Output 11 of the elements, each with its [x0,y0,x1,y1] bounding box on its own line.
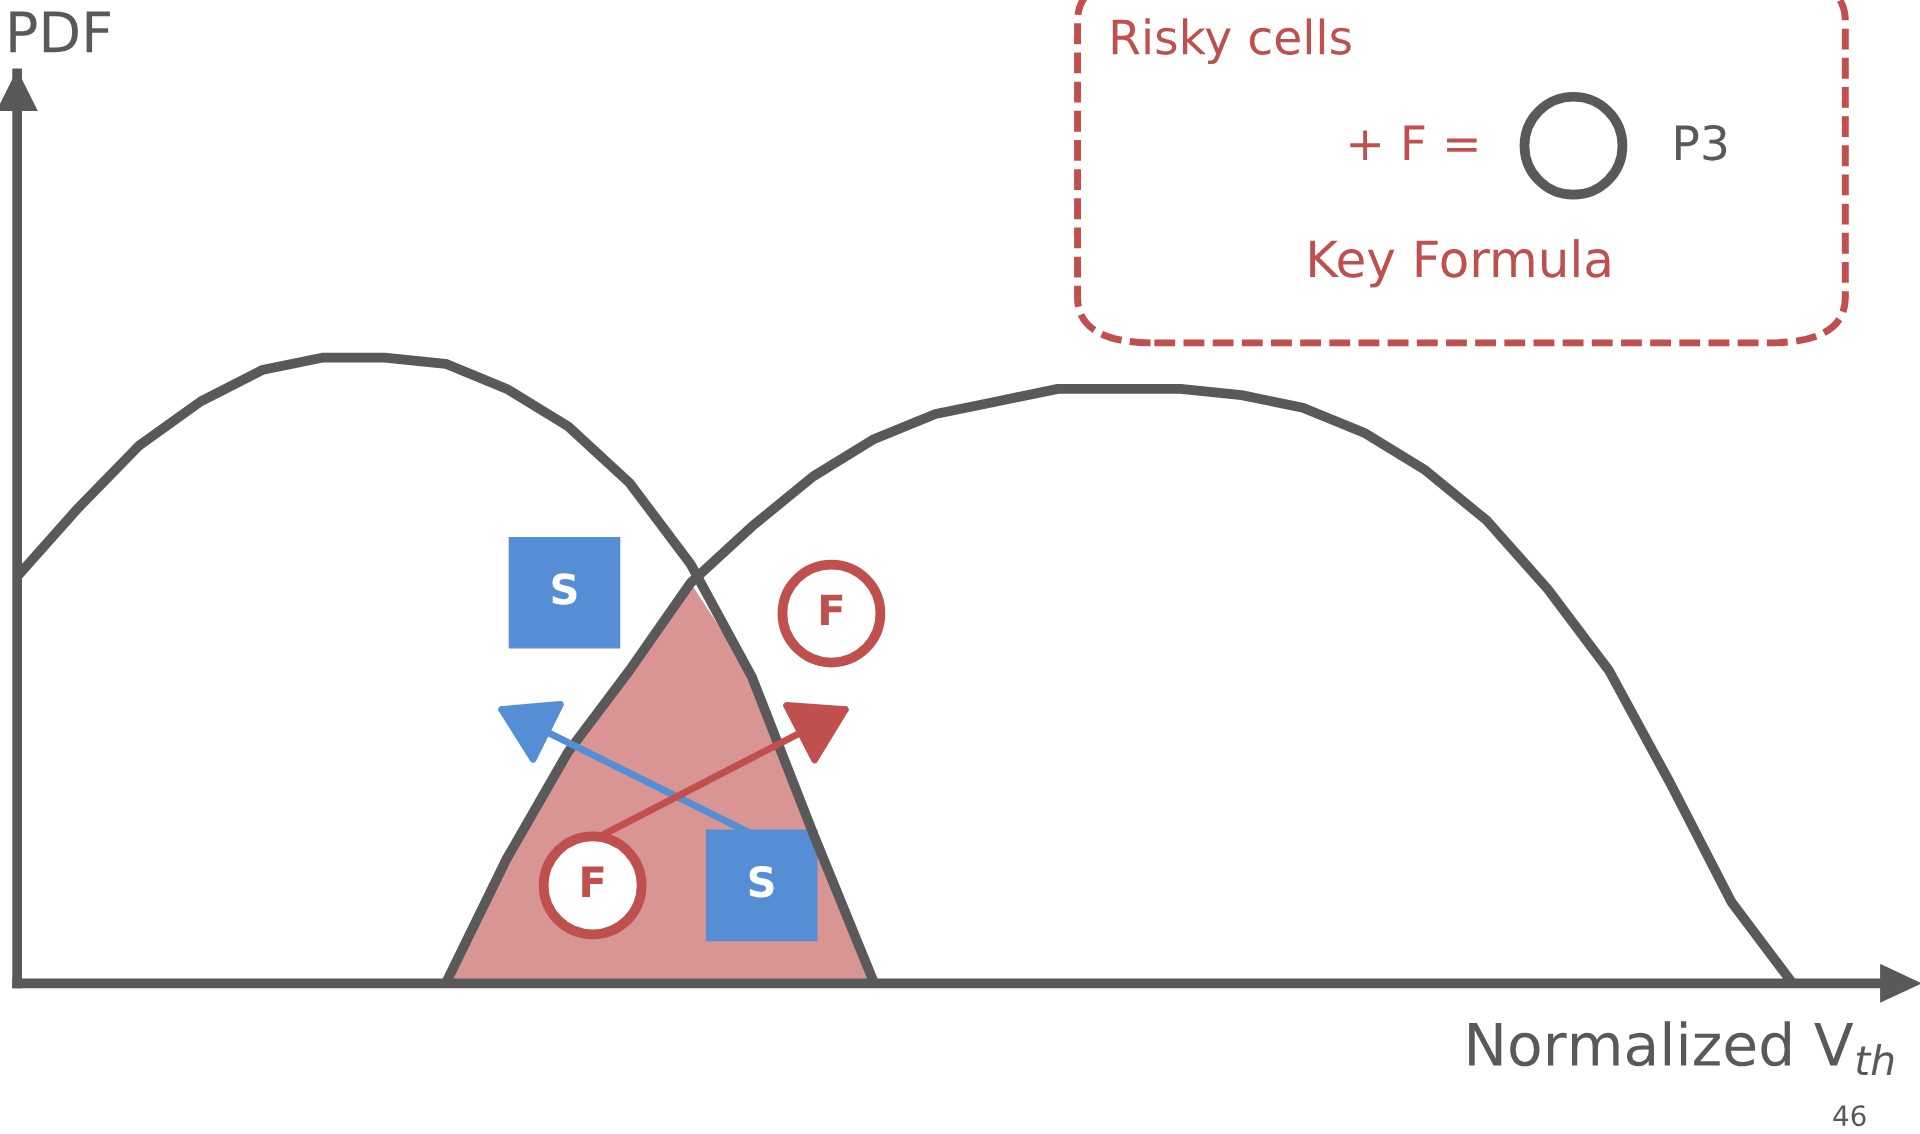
text: + F = [1350,125,1477,160]
annotation: F [582,866,604,897]
text: Key Formula [1310,239,1610,288]
x-axis-title: Normalized V$_{th}$ [1469,1021,1894,1076]
annotation: S [552,573,577,605]
text: PDF [10,11,110,53]
annotation: S [749,865,774,898]
annotation: F [821,594,843,626]
text: Risky cells [1112,18,1351,65]
text: P3 [1676,124,1727,161]
text: 46 [1833,1105,1866,1127]
